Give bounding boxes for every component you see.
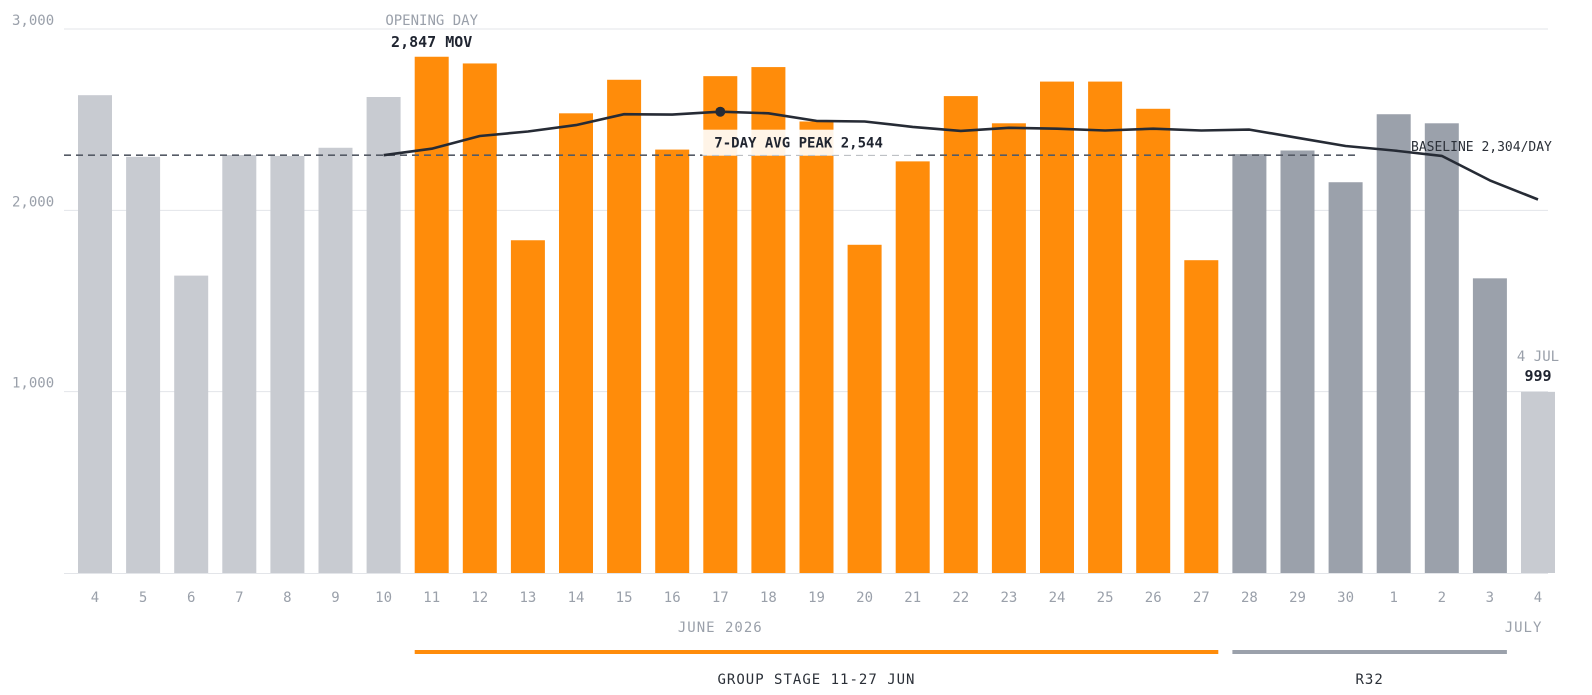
x-tick-label: 25 [1097, 590, 1114, 606]
x-tick-label: 21 [904, 590, 921, 606]
x-tick-label: 2 [1438, 590, 1446, 606]
bar-group [1136, 108, 1171, 573]
moving-average [64, 106, 1539, 201]
last-day-value: 999 [1524, 367, 1551, 385]
period-bar [414, 650, 1219, 654]
x-tick-label: 9 [331, 590, 339, 606]
bar-group [1184, 260, 1219, 573]
y-tick-label: 1,000 [12, 376, 54, 392]
baseline-label: BASELINE 2,304/DAY [1411, 140, 1552, 155]
x-tick-label: 11 [423, 590, 440, 606]
bar-group [895, 161, 930, 573]
x-tick-label: 26 [1145, 590, 1162, 606]
bar-group [847, 244, 882, 573]
bar-group [607, 79, 642, 574]
moving-average-line [383, 110, 1539, 201]
bar-pre [174, 275, 209, 573]
bar-group [559, 113, 593, 573]
x-tick-label: 15 [616, 590, 633, 606]
opening-day-value: 2,847 MOV [391, 33, 472, 51]
month-label: JULY [1505, 620, 1543, 636]
x-tick-label: 27 [1193, 590, 1210, 606]
bar-group [943, 96, 978, 574]
x-tick-label: 13 [519, 590, 536, 606]
bar-group [462, 63, 497, 573]
bar-group [655, 149, 690, 573]
x-tick-label: 30 [1337, 590, 1354, 606]
x-tick-label: 22 [952, 590, 969, 606]
month-label: JUNE 2026 [678, 620, 763, 636]
bar-group [799, 121, 834, 573]
y-tick-label: 3,000 [12, 13, 54, 29]
peak-point [715, 106, 726, 117]
bar-r32 [1280, 150, 1315, 573]
bar-pre [126, 156, 161, 573]
x-tick-label: 14 [568, 590, 585, 606]
x-tick-label: 8 [283, 590, 291, 606]
x-tick-label: 3 [1486, 590, 1494, 606]
x-tick-label: 19 [808, 590, 825, 606]
bar-pre [270, 155, 305, 573]
x-tick-label: 16 [664, 590, 681, 606]
bar-group [1040, 81, 1074, 573]
x-tick-label: 12 [471, 590, 488, 606]
period-label: R32 [1356, 672, 1384, 688]
bar-pre [222, 155, 257, 573]
x-tick-label: 20 [856, 590, 873, 606]
bar-pre [366, 97, 401, 573]
bar-pre [318, 147, 353, 574]
bar-group [703, 76, 738, 573]
bar-r32 [1328, 182, 1363, 573]
period-label: GROUP STAGE 11-27 JUN [717, 672, 915, 688]
x-tick-label: 17 [712, 590, 729, 606]
x-tick-label: 5 [139, 590, 147, 606]
period-bar [1232, 650, 1507, 654]
bars [78, 56, 1555, 654]
bar-group [1088, 81, 1123, 573]
x-tick-label: 23 [1000, 590, 1017, 606]
x-tick-label: 6 [187, 590, 195, 606]
peak-label: 7-DAY AVG PEAK 2,544 [714, 136, 883, 152]
bar-group [510, 240, 545, 573]
last-day-caption: 4 JUL [1517, 349, 1559, 365]
x-tick-label: 4 [91, 590, 99, 606]
bar-group [414, 56, 449, 573]
x-tick-label: 10 [375, 590, 392, 606]
x-tick-label: 4 [1534, 590, 1542, 606]
x-tick-label: 1 [1389, 590, 1397, 606]
bar-post [1521, 391, 1555, 573]
bar-r32 [1472, 278, 1507, 573]
y-tick-label: 2,000 [12, 194, 54, 210]
bar-r32 [1232, 154, 1267, 573]
peak-label-bg [702, 129, 915, 156]
bar-r32 [1376, 114, 1411, 573]
bar-group [991, 123, 1026, 573]
x-tick-label: 24 [1049, 590, 1066, 606]
bar-r32 [1424, 123, 1459, 573]
x-tick-label: 18 [760, 590, 777, 606]
x-tick-label: 7 [235, 590, 243, 606]
opening-day-caption: OPENING DAY [385, 13, 478, 29]
bar-pre [78, 95, 112, 573]
x-tick-label: 29 [1289, 590, 1306, 606]
x-tick-label: 28 [1241, 590, 1258, 606]
